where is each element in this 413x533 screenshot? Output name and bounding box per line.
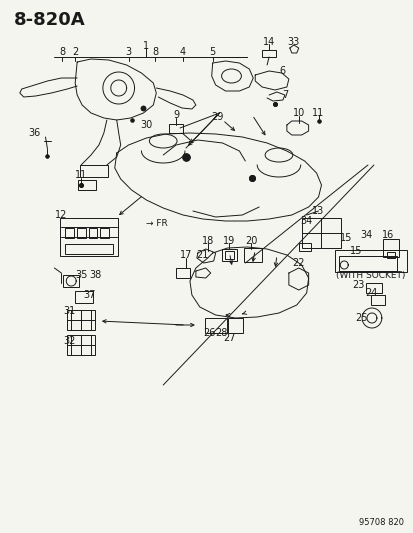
Text: 24: 24 xyxy=(364,288,376,298)
Bar xyxy=(80,165,107,177)
Bar xyxy=(227,318,243,333)
Text: 25: 25 xyxy=(354,313,366,323)
Text: 36: 36 xyxy=(28,128,40,138)
Bar xyxy=(75,291,93,303)
Text: 34: 34 xyxy=(359,230,371,240)
Text: (WITH SOCKET): (WITH SOCKET) xyxy=(335,271,405,280)
Bar xyxy=(78,180,96,190)
Bar xyxy=(261,50,275,56)
Bar xyxy=(298,243,310,251)
Text: 14: 14 xyxy=(262,37,275,47)
Text: 13: 13 xyxy=(312,206,324,216)
Text: 2: 2 xyxy=(72,47,78,57)
Text: 30: 30 xyxy=(140,120,152,130)
Text: 21: 21 xyxy=(196,250,209,260)
Text: 15: 15 xyxy=(349,246,361,256)
Text: 33: 33 xyxy=(287,37,299,47)
Text: 10: 10 xyxy=(292,108,304,118)
Bar xyxy=(339,255,396,271)
Text: 31: 31 xyxy=(63,306,75,316)
Text: 11: 11 xyxy=(75,170,87,180)
Bar xyxy=(76,228,85,238)
Text: 38: 38 xyxy=(89,270,101,280)
Text: 15: 15 xyxy=(339,233,351,243)
Bar xyxy=(335,250,406,272)
Bar xyxy=(386,252,394,258)
Text: 6: 6 xyxy=(279,66,285,76)
Text: 29: 29 xyxy=(211,112,223,122)
Bar xyxy=(370,295,384,305)
Bar xyxy=(221,249,237,261)
Text: 12: 12 xyxy=(55,210,67,220)
Text: 8-820A: 8-820A xyxy=(14,11,85,29)
Text: 11: 11 xyxy=(312,108,324,118)
Text: 18: 18 xyxy=(201,236,214,246)
Bar xyxy=(67,335,95,355)
Text: 9: 9 xyxy=(173,110,179,120)
Bar xyxy=(88,228,97,238)
Text: 27: 27 xyxy=(223,333,235,343)
Bar xyxy=(63,275,79,287)
Text: 8: 8 xyxy=(152,47,158,57)
Bar xyxy=(169,124,183,133)
Bar xyxy=(67,310,95,330)
Text: 95708 820: 95708 820 xyxy=(358,518,403,527)
Text: → FR: → FR xyxy=(146,219,168,228)
Text: 35: 35 xyxy=(75,270,87,280)
Text: 7: 7 xyxy=(281,90,287,100)
Bar xyxy=(176,268,190,278)
Text: 17: 17 xyxy=(179,250,192,260)
Text: 16: 16 xyxy=(381,230,393,240)
Bar xyxy=(301,218,340,248)
Bar xyxy=(65,244,112,254)
Text: 1: 1 xyxy=(143,41,149,51)
Text: 3: 3 xyxy=(125,47,131,57)
Text: 8: 8 xyxy=(59,47,65,57)
Text: 4: 4 xyxy=(180,47,185,57)
Bar xyxy=(244,248,261,262)
Text: 19: 19 xyxy=(223,236,235,246)
Text: 23: 23 xyxy=(351,280,363,290)
Bar xyxy=(204,318,226,333)
Text: 34: 34 xyxy=(300,216,312,226)
Text: 20: 20 xyxy=(244,236,257,246)
Bar xyxy=(60,218,117,256)
Bar xyxy=(100,228,109,238)
Bar xyxy=(365,283,381,293)
Text: 5: 5 xyxy=(209,47,215,57)
Text: 32: 32 xyxy=(63,336,75,346)
Bar xyxy=(382,239,398,257)
Bar xyxy=(65,228,74,238)
Text: 22: 22 xyxy=(292,258,304,268)
Text: 26: 26 xyxy=(203,328,216,338)
Bar xyxy=(224,251,234,259)
Text: 28: 28 xyxy=(215,328,227,338)
Text: 37: 37 xyxy=(83,290,95,300)
